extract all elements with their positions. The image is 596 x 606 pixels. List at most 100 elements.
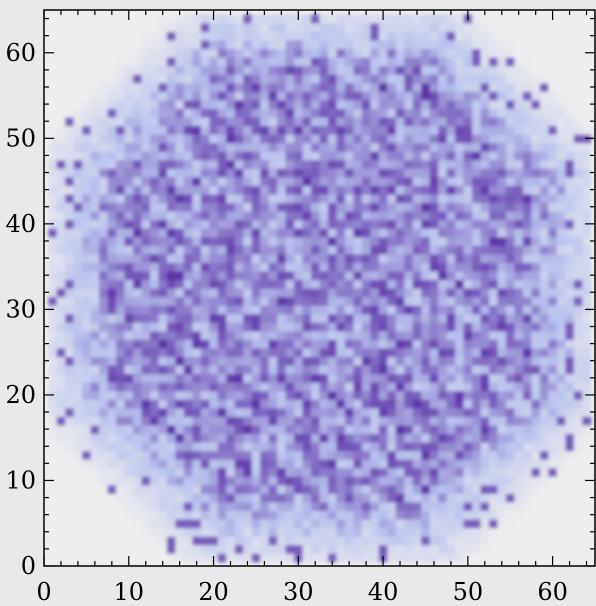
- heatmap-cell: [395, 151, 405, 161]
- heatmap-cell: [311, 313, 321, 323]
- heatmap-cell: [565, 91, 575, 101]
- heatmap-cell: [429, 245, 439, 255]
- heatmap-cell: [412, 236, 422, 246]
- heatmap-cell: [556, 14, 566, 24]
- heatmap-cell: [336, 211, 346, 221]
- heatmap-cell: [353, 168, 363, 178]
- heatmap-cell: [480, 151, 490, 161]
- heatmap-cell: [446, 211, 456, 221]
- heatmap-cell: [514, 407, 524, 417]
- heatmap-cell: [582, 74, 592, 84]
- heatmap-cell: [438, 493, 448, 503]
- heatmap-cell: [243, 31, 253, 41]
- heatmap-cell: [48, 236, 58, 246]
- heatmap-cell: [319, 211, 329, 221]
- heatmap-cell: [565, 433, 575, 443]
- heatmap-cell: [361, 151, 371, 161]
- heatmap-cell: [565, 253, 575, 263]
- heatmap-cell: [234, 288, 244, 298]
- heatmap-cell: [565, 22, 575, 32]
- heatmap-cell: [277, 14, 287, 24]
- heatmap-cell: [82, 31, 92, 41]
- heatmap-cell: [107, 330, 117, 340]
- heatmap-cell: [353, 399, 363, 409]
- heatmap-cell: [149, 202, 160, 212]
- heatmap-cell: [412, 151, 422, 161]
- heatmap-cell: [412, 91, 422, 101]
- heatmap-cell: [556, 193, 566, 204]
- heatmap-cell: [217, 450, 227, 460]
- heatmap-cell: [531, 347, 541, 358]
- heatmap-cell: [82, 518, 92, 529]
- heatmap-cell: [565, 65, 575, 75]
- heatmap-cell: [327, 493, 338, 503]
- heatmap-cell: [327, 142, 338, 152]
- heatmap-cell: [463, 493, 473, 503]
- heatmap-cell: [505, 433, 516, 443]
- heatmap-cell: [56, 91, 66, 101]
- heatmap-cell: [82, 373, 92, 383]
- heatmap-cell: [175, 48, 185, 58]
- heatmap-cell: [522, 339, 533, 349]
- heatmap-cell: [361, 219, 371, 229]
- heatmap-cell: [531, 553, 541, 563]
- heatmap-cell: [226, 125, 236, 135]
- heatmap-cell: [158, 202, 168, 212]
- heatmap-cell: [582, 176, 592, 186]
- heatmap-cell: [361, 279, 371, 289]
- heatmap-cell: [73, 31, 83, 41]
- heatmap-cell: [463, 373, 473, 383]
- x-tick-label: 40: [368, 578, 399, 606]
- heatmap-cell: [404, 74, 414, 84]
- heatmap-cell: [285, 459, 295, 469]
- heatmap-cell: [234, 14, 244, 24]
- heatmap-cell: [116, 399, 126, 409]
- heatmap-cell: [353, 518, 363, 529]
- heatmap-cell: [209, 151, 219, 161]
- heatmap-cell: [514, 91, 524, 101]
- heatmap-cell: [370, 459, 380, 469]
- heatmap-cell: [99, 467, 109, 477]
- heatmap-cell: [133, 91, 143, 101]
- heatmap-cell: [226, 219, 236, 229]
- heatmap-cell: [514, 99, 524, 109]
- heatmap-cell: [539, 288, 549, 298]
- heatmap-cell: [166, 65, 176, 75]
- heatmap-cell: [522, 330, 533, 340]
- heatmap-cell: [522, 424, 533, 435]
- heatmap-cell: [412, 322, 422, 332]
- heatmap-cell: [311, 245, 321, 255]
- heatmap-cell: [90, 510, 100, 520]
- heatmap-cell: [302, 407, 312, 417]
- heatmap-cell: [378, 99, 388, 109]
- heatmap-cell: [370, 159, 380, 169]
- heatmap-cell: [361, 39, 371, 50]
- heatmap-cell: [378, 74, 388, 84]
- heatmap-cell: [124, 390, 134, 400]
- heatmap-cell: [311, 151, 321, 161]
- heatmap-cell: [175, 416, 185, 426]
- heatmap-cell: [251, 108, 261, 118]
- heatmap-cell: [294, 151, 304, 161]
- heatmap-cell: [116, 31, 126, 41]
- heatmap-cell: [124, 424, 134, 435]
- heatmap-cell: [472, 108, 482, 118]
- heatmap-cell: [166, 527, 176, 537]
- heatmap-cell: [311, 433, 321, 443]
- heatmap-cell: [387, 108, 397, 118]
- heatmap-cell: [260, 219, 270, 229]
- heatmap-cell: [294, 296, 304, 306]
- heatmap-cell: [497, 390, 507, 400]
- heatmap-cell: [243, 116, 253, 127]
- heatmap-cell: [65, 347, 75, 358]
- heatmap-cell: [251, 416, 261, 426]
- heatmap-cell: [73, 253, 83, 263]
- heatmap-cell: [243, 48, 253, 58]
- heatmap-cell: [158, 116, 168, 127]
- heatmap-cell: [183, 459, 193, 469]
- heatmap-cell: [141, 416, 151, 426]
- heatmap-cell: [175, 245, 185, 255]
- heatmap-cell: [217, 82, 227, 92]
- heatmap-cell: [395, 305, 405, 315]
- heatmap-cell: [497, 518, 507, 529]
